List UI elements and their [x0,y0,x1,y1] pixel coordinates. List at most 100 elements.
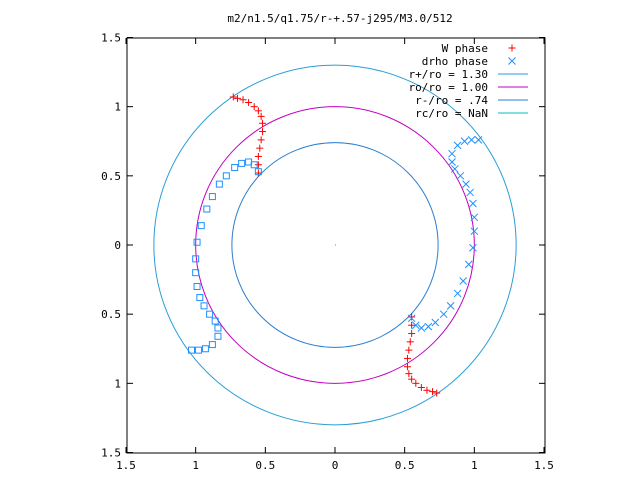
point-1-6 [215,180,223,188]
point-2-19 [448,149,456,158]
point-0-15 [429,388,437,396]
point-0-9 [257,136,265,144]
point-2-18 [448,158,456,166]
point-1-14 [196,294,204,302]
point-2-10-b [469,243,477,252]
circle-2 [231,142,439,348]
y-tick-label-4: 0.5 [101,308,121,321]
series-0 [229,93,441,397]
point-2-10 [469,243,477,252]
point-0-7 [259,119,267,127]
point-2-13-b [469,199,477,208]
point-0-3 [245,99,253,107]
point-1-12 [192,269,200,277]
point-0-12 [254,161,262,169]
point-0-20 [405,370,413,378]
legend-label-5: rc/ro = NaN [415,107,488,120]
point-2-4 [431,318,440,327]
point-0-25 [408,330,416,338]
x-tick-label-6: 1.5 [534,459,554,472]
point-1-20 [208,341,216,349]
point-2-8-b [459,277,468,285]
point-2-9 [464,260,473,269]
point-0-0 [229,93,237,101]
point-0-11 [254,152,262,160]
point-1-8 [203,205,211,213]
point-2-8 [459,277,468,285]
legend-label-3: ro/ro = 1.00 [409,81,488,94]
point-2-7 [453,289,462,298]
y-tick-label-0: 1.5 [101,32,121,45]
point-2-3-b [424,322,433,331]
x-tick-label-2: 0.5 [255,459,275,472]
point-1-0 [254,168,262,176]
point-0-22 [403,354,411,362]
y-tick-label-3: 0 [114,239,121,252]
series-layer [187,93,483,397]
point-0-6 [257,112,265,120]
legend-label-0: W phase [442,42,488,55]
point-2-4-b [431,318,440,327]
point-0-14 [433,389,441,397]
point-1-19 [214,332,222,340]
point-2-22 [467,136,476,144]
point-1-21 [201,345,209,353]
circle-0 [153,64,517,426]
point-2-17 [450,165,459,173]
point-2-15 [462,180,470,188]
point-2-17-b [450,165,459,173]
point-1-15 [200,302,208,310]
point-2-14-b [466,188,475,197]
point-0-10 [256,144,264,152]
legend-label-4: r-/ro = .74 [415,94,488,107]
x-tick-label-0: 1.5 [116,459,136,472]
circles-layer [153,64,517,426]
point-2-20 [453,141,462,150]
point-0-26 [408,321,416,329]
point-2-11-b [470,227,479,236]
point-2-20-b [453,141,462,150]
point-2-23 [474,136,483,144]
point-2-12 [470,213,479,222]
point-2-21-b [460,137,469,146]
point-2-16 [456,171,465,180]
point-0-18 [412,379,420,387]
point-0-13 [254,169,262,177]
point-1-16 [206,310,214,318]
point-0-5 [254,107,262,115]
point-0-1 [233,94,241,102]
point-2-5-b [439,310,448,319]
ticks-layer: 1.5 1 0.5 0 0.5 1 1.51.510.500.511.5 [101,32,554,473]
x-tick-label-4: 0.5 [395,459,415,472]
point-1-22 [194,346,202,354]
point-0-27 [408,313,416,321]
point-2-1 [411,321,420,330]
point-1-23 [187,346,195,354]
point-2-18-b [448,158,456,166]
point-2-6-b [446,302,455,310]
point-2-19-b [448,149,456,158]
point-2-0 [407,314,416,323]
point-1-4 [231,164,239,172]
point-0-17 [417,383,425,391]
point-1-7 [208,193,216,201]
point-1-10 [193,238,201,246]
point-1-3 [238,159,246,167]
point-1-17 [211,317,219,325]
point-2-3 [424,322,433,331]
y-tick-label-5: 1 [114,377,121,390]
point-2-2-b [417,324,426,332]
point-0-16 [423,386,431,394]
point-1-9 [197,222,205,230]
point-2-2 [417,324,426,332]
point-0-19 [408,375,416,383]
point-2-6 [446,302,455,310]
point-2-14 [466,188,475,197]
point-2-7-b [453,289,462,298]
point-1-5 [222,172,230,180]
point-2-0-b [407,314,416,323]
point-0-2 [239,96,247,104]
point-2-13 [469,199,477,208]
